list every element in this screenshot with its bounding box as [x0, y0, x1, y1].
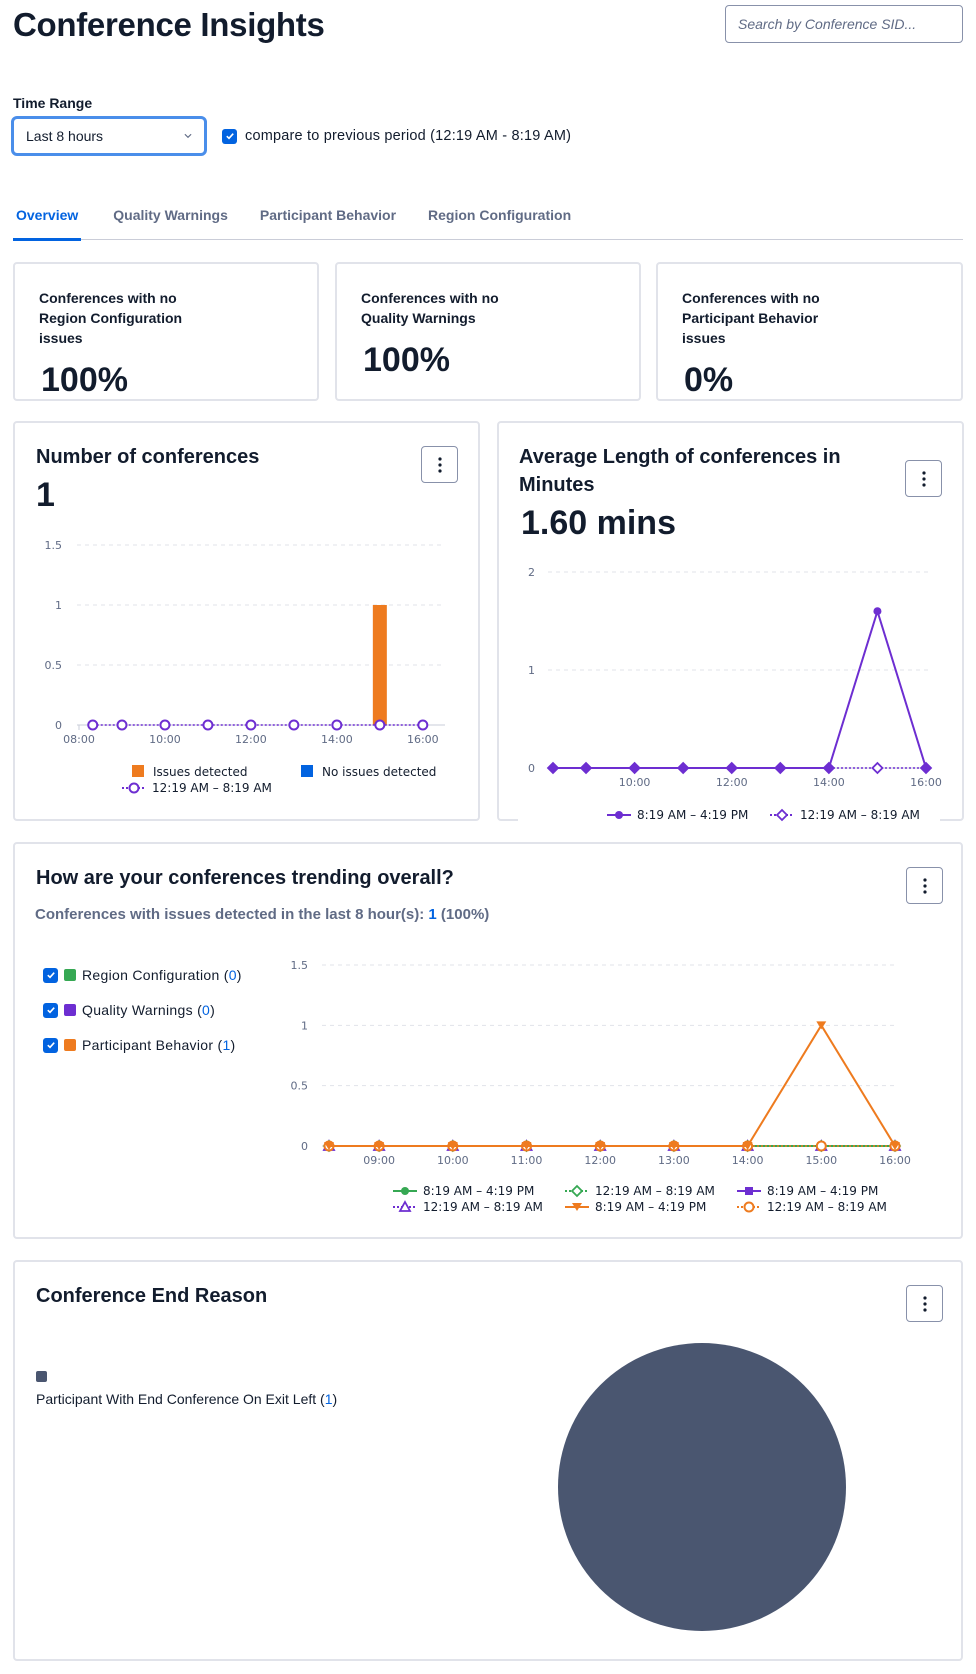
tab-overview[interactable]: Overview [13, 203, 82, 241]
avg-length-value: 1.60 mins [521, 504, 676, 542]
more-options-button[interactable] [421, 446, 458, 483]
stat-label: Conferences with no Participant Behavior… [682, 290, 820, 346]
more-options-button[interactable] [905, 460, 942, 497]
search-input[interactable] [725, 5, 963, 43]
filter-region-configuration[interactable]: Region Configuration (0) [43, 967, 242, 983]
compare-checkbox[interactable] [222, 128, 237, 144]
stat-value: 100% [363, 341, 450, 379]
panel-title: Number of conferences [36, 446, 260, 468]
num-conferences-panel: Number of conferences 1 [13, 421, 480, 821]
check-icon [46, 1007, 55, 1014]
filter-label: Participant Behavior (1) [82, 1037, 236, 1053]
stat-card-quality-warnings: Conferences with no Quality Warnings 100… [335, 262, 641, 401]
kebab-icon [921, 470, 926, 487]
purple-swatch-icon [64, 1004, 76, 1016]
green-swatch-icon [64, 969, 76, 981]
compare-label: compare to previous period (12:19 AM - 8… [245, 128, 572, 144]
category-filters: Region Configuration (0) Quality Warning… [43, 967, 242, 1053]
orange-swatch-icon [64, 1039, 76, 1051]
check-icon [225, 133, 234, 140]
kebab-icon [437, 456, 442, 473]
checkbox[interactable] [43, 967, 58, 983]
filter-participant-behavior[interactable]: Participant Behavior (1) [43, 1037, 242, 1053]
page-title: Conference Insights [13, 6, 325, 43]
subtitle-text: Conferences with issues detected in the … [35, 906, 429, 923]
avg-length-panel: Average Length of conferences in Minutes… [497, 421, 964, 821]
trending-subtitle: Conferences with issues detected in the … [35, 906, 489, 923]
kebab-icon [922, 877, 927, 894]
time-range-value: Last 8 hours [26, 128, 104, 144]
tab-bar: Overview Quality Warnings Participant Be… [13, 203, 963, 241]
check-icon [46, 972, 55, 979]
panel-title: Conference End Reason [36, 1285, 268, 1307]
tab-participant-behavior[interactable]: Participant Behavior [259, 207, 397, 223]
end-reason-legend-label: Participant With End Conference On Exit … [36, 1391, 338, 1407]
stat-card-region-configuration: Conferences with no Region Configuration… [13, 262, 319, 401]
checkbox[interactable] [43, 1002, 58, 1018]
more-options-button[interactable] [906, 1285, 943, 1322]
tab-region-configuration[interactable]: Region Configuration [428, 207, 572, 223]
chevron-down-icon [184, 132, 192, 140]
more-options-button[interactable] [906, 867, 943, 904]
filter-label: Quality Warnings (0) [82, 1002, 216, 1018]
issue-count: 1 [428, 906, 437, 923]
check-icon [46, 1042, 55, 1049]
stat-card-participant-behavior: Conferences with no Participant Behavior… [656, 262, 963, 401]
tab-quality-warnings[interactable]: Quality Warnings [113, 207, 228, 223]
issue-percent: (100%) [436, 906, 490, 923]
compare-toggle[interactable]: compare to previous period (12:19 AM - 8… [222, 128, 571, 144]
panel-title: How are your conferences trending overal… [36, 867, 454, 889]
checkbox[interactable] [43, 1037, 58, 1053]
legend-swatch-icon [36, 1371, 47, 1382]
time-range-select[interactable]: Last 8 hours [11, 116, 207, 156]
panel-title: Average Length of conferences in Minutes [519, 446, 841, 496]
stat-label: Conferences with no Region Configuration… [39, 290, 183, 346]
conference-count: 1 [36, 476, 55, 514]
stat-value: 0% [684, 361, 734, 399]
filter-quality-warnings[interactable]: Quality Warnings (0) [43, 1002, 242, 1018]
filter-label: Region Configuration (0) [82, 967, 242, 983]
time-range-label: Time Range [13, 95, 93, 111]
stat-label: Conferences with no Quality Warnings [361, 290, 499, 326]
stat-value: 100% [41, 361, 128, 399]
kebab-icon [922, 1295, 927, 1312]
end-reason-panel: Conference End Reason Participant With E… [13, 1260, 963, 1661]
